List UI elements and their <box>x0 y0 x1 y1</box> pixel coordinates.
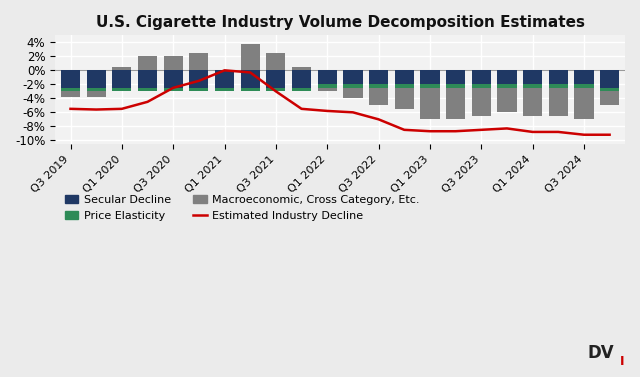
Bar <box>548 84 568 88</box>
Bar <box>138 88 157 91</box>
Bar <box>112 88 131 91</box>
Bar <box>548 70 568 84</box>
Bar <box>61 70 80 88</box>
Bar <box>420 70 440 84</box>
Bar <box>395 70 414 84</box>
Bar <box>317 84 337 88</box>
Bar <box>600 70 620 88</box>
Bar <box>189 88 209 91</box>
Bar <box>112 67 131 70</box>
Bar <box>523 84 542 88</box>
Bar <box>292 70 311 88</box>
Bar <box>472 84 491 88</box>
Bar <box>164 70 183 88</box>
Bar <box>497 88 516 112</box>
Bar <box>574 84 593 88</box>
Bar <box>343 88 362 98</box>
Bar <box>574 70 593 84</box>
Bar <box>86 91 106 97</box>
Bar <box>497 84 516 88</box>
Bar <box>266 70 285 88</box>
Bar <box>292 88 311 91</box>
Bar <box>343 84 362 88</box>
Bar <box>189 53 209 70</box>
Bar <box>369 84 388 88</box>
Text: I: I <box>620 355 624 368</box>
Bar <box>395 88 414 109</box>
Bar <box>61 91 80 97</box>
Bar <box>215 88 234 91</box>
Bar <box>138 70 157 88</box>
Bar <box>420 88 440 120</box>
Bar <box>600 88 620 91</box>
Bar <box>86 88 106 91</box>
Bar <box>600 91 620 105</box>
Bar <box>523 70 542 84</box>
Bar <box>138 56 157 70</box>
Text: DV: DV <box>588 344 614 362</box>
Bar <box>241 44 260 70</box>
Bar <box>574 88 593 120</box>
Bar <box>446 70 465 84</box>
Bar <box>369 88 388 105</box>
Bar <box>548 88 568 116</box>
Bar <box>86 70 106 88</box>
Legend: Secular Decline, Price Elasticity, Macroeconomic, Cross Category, Etc., Estimate: Secular Decline, Price Elasticity, Macro… <box>61 191 424 225</box>
Bar <box>446 88 465 120</box>
Bar <box>343 70 362 84</box>
Bar <box>266 88 285 91</box>
Bar <box>189 70 209 88</box>
Bar <box>241 88 260 91</box>
Bar <box>472 88 491 116</box>
Bar <box>420 84 440 88</box>
Bar <box>395 84 414 88</box>
Bar <box>317 88 337 91</box>
Bar <box>61 88 80 91</box>
Bar <box>292 67 311 70</box>
Bar <box>369 70 388 84</box>
Bar <box>164 56 183 70</box>
Bar <box>241 70 260 88</box>
Bar <box>266 53 285 70</box>
Bar <box>215 70 234 88</box>
Title: U.S. Cigarette Industry Volume Decomposition Estimates: U.S. Cigarette Industry Volume Decomposi… <box>95 15 584 30</box>
Bar <box>497 70 516 84</box>
Bar <box>317 70 337 84</box>
Bar <box>472 70 491 84</box>
Bar <box>446 84 465 88</box>
Bar <box>523 88 542 116</box>
Bar <box>112 70 131 88</box>
Bar <box>164 88 183 91</box>
